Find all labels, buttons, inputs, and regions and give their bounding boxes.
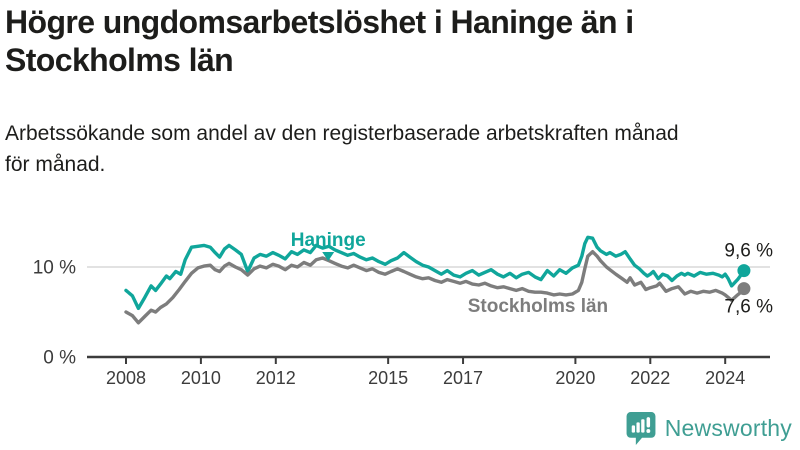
chart-header: Högre ungdomsarbetslöshet i Haninge än i… — [5, 3, 795, 180]
end-dot-stockholms-l-n — [737, 282, 751, 296]
y-tick-label-0: 0 % — [43, 348, 76, 369]
x-tick-label-2012: 2012 — [256, 368, 296, 388]
newsworthy-speech-bubble-chart-icon — [626, 412, 656, 445]
series-label-haninge: Haninge — [291, 230, 366, 251]
newsworthy-logo-text: Newsworthy — [664, 415, 792, 441]
page-title: Högre ungdomsarbetslöshet i Haninge än i… — [5, 3, 795, 79]
x-tick-label-2020: 2020 — [555, 368, 595, 388]
end-dot-haninge — [737, 264, 751, 278]
series-label-arrow-haninge — [322, 252, 335, 261]
x-tick-label-2024: 2024 — [705, 368, 745, 388]
x-tick-label-2010: 2010 — [181, 368, 221, 388]
series-line-stockholms-l-n — [124, 250, 746, 325]
chart-subtitle-line-2: för månad. — [5, 153, 106, 176]
series-line-haninge — [124, 235, 746, 311]
chart-subtitle-line-1: Arbetssökande som andel av den registerb… — [5, 122, 679, 145]
x-tick-label-2017: 2017 — [443, 368, 483, 388]
x-tick-label-2015: 2015 — [368, 368, 408, 388]
series-label-stockholms-l-n: Stockholms län — [468, 296, 608, 317]
page-title-line-2: Stockholms län — [5, 42, 234, 78]
chart-subtitle: Arbetssökande som andel av den registerb… — [5, 118, 795, 180]
end-value-label-haninge: 9,6 % — [724, 241, 773, 262]
y-tick-label-10: 10 % — [33, 258, 76, 279]
x-tick-label-2008: 2008 — [106, 368, 146, 388]
page-title-line-1: Högre ungdomsarbetslöshet i Haninge än i — [5, 4, 634, 40]
x-tick-label-2022: 2022 — [630, 368, 670, 388]
end-value-label-stockholms-l-n: 7,6 % — [724, 297, 773, 318]
newsworthy-logo[interactable]: Newsworthy — [626, 412, 792, 445]
